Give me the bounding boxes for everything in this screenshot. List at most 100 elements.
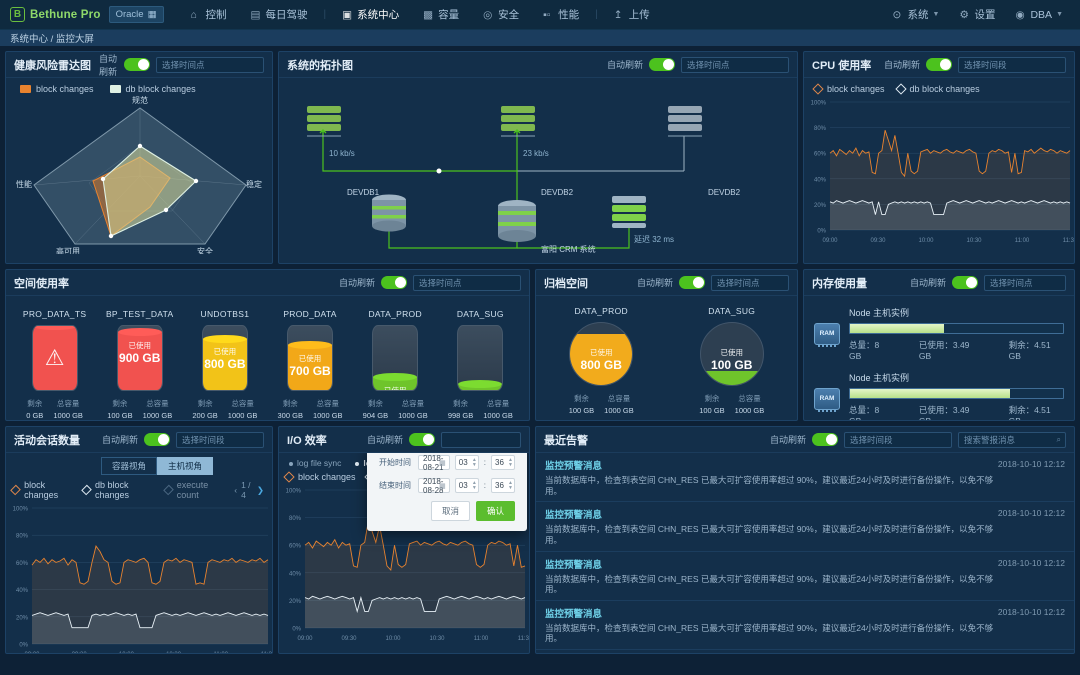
start-minute-stepper[interactable]: 36 ▲ ▼ (491, 455, 515, 470)
legend-label: db block changes (909, 84, 980, 94)
panel-title: 归档空间 (544, 277, 588, 290)
legend-item-log-file-sync[interactable]: log file sync (289, 458, 341, 468)
legend-item[interactable]: block changes (10, 480, 73, 500)
time-range-input[interactable]: 选择时间段 (958, 56, 1066, 73)
nav-item-performance[interactable]: ▪▫ 性能 (532, 1, 590, 28)
pager-next[interactable]: ❯ (256, 484, 265, 495)
space-unit[interactable]: PRO_DATA_TS ⚠ 剩余 0 GB 总容量 1000 GB (16, 309, 93, 420)
space-unit[interactable]: DATA_SUG 已使用2 GB 剩余 998 GB 总容量 1000 GB (442, 309, 519, 420)
svg-text:11:30: 11:30 (261, 652, 272, 653)
tab-host-view[interactable]: 主机视角 (157, 457, 214, 475)
alarm-item[interactable]: 监控预警消息当前数据库中，检查到表空间 CHN_RES 已最大可扩容使用率超过 … (536, 601, 1074, 650)
alarm-search-input[interactable]: 搜索警报消息 ⌕ (958, 431, 1066, 448)
time-point-input[interactable]: 选择时间点 (984, 274, 1066, 291)
svg-text:80%: 80% (814, 126, 827, 132)
confirm-button[interactable]: 确认 (475, 501, 515, 521)
io-chart: 0% 20% 40% 60% 80% 100% 09:00 09:30 10:00 10:30 11… (279, 482, 529, 644)
auto-refresh-toggle[interactable] (679, 276, 705, 289)
end-time-label: 结束时间 (379, 481, 411, 490)
nav-item-help[interactable]: ⊙ 系统 ▼ (884, 2, 949, 27)
space-unit-name: PRO_DATA_TS (22, 309, 87, 319)
total-label: 总容量 (738, 394, 761, 403)
panel-title: I/O 效率 (287, 434, 327, 447)
grid-icon: ▦ (147, 9, 157, 20)
legend-item[interactable]: db block changes (109, 84, 196, 94)
time-point-input[interactable]: 选择时间点 (711, 274, 789, 291)
time-range-input[interactable] (441, 431, 521, 448)
legend-item[interactable]: execute count (162, 480, 225, 500)
svg-text:100%: 100% (286, 489, 302, 495)
legend-item[interactable]: block changes (283, 471, 356, 483)
legend-label: db block changes (95, 480, 130, 500)
start-hour-stepper[interactable]: 03 ▲ ▼ (454, 455, 479, 470)
nav-item-capacity[interactable]: ▩ 容量 (412, 1, 470, 28)
svg-text:11:30: 11:30 (518, 636, 529, 642)
nav-item-upload[interactable]: ↥ 上传 (603, 1, 661, 28)
panel-body: 容器视角 主机视角 block changes db block changes… (6, 453, 272, 653)
archive-unit[interactable]: DATA_SUG 已使用 100 GB 剩余 100 GB 总容量 1000 GB (699, 306, 764, 420)
end-date-input[interactable]: 2018-08-28 ▦ (418, 477, 450, 495)
legend-item[interactable]: block changes (20, 84, 94, 94)
space-unit[interactable]: DATA_PROD 已使用96 GB 剩余 904 GB 总容量 1000 GB (357, 309, 434, 420)
tab-container-view[interactable]: 容器视角 (101, 457, 158, 475)
nav-item-system-center[interactable]: ▣ 系统中心 (331, 1, 410, 28)
time-range-input[interactable]: 选择时间段 (844, 431, 952, 448)
alarm-item[interactable]: 监控预警消息当前数据库中，检查到表空间 CHN_RES 已最大可扩容使用率超过 … (536, 453, 1074, 503)
chart-icon: ▪▫ (543, 9, 551, 21)
top-right-nav: ⊙ 系统 ▼ ⚙ 设置 ◉ DBA ▼ (884, 2, 1072, 27)
space-unit[interactable]: UNDOTBS1 已使用 800 GB 剩余 200 GB 总容量 1000 GB (187, 309, 264, 420)
auto-refresh-toggle[interactable] (952, 276, 978, 289)
memory-used: 已使用：3.49 GB (918, 340, 970, 361)
nav-divider: | (323, 9, 327, 20)
tank-readout: 已使用 900 GB (119, 341, 161, 366)
nav-item-security[interactable]: ◎ 安全 (472, 1, 530, 28)
time-point-input[interactable]: 选择时间点 (156, 56, 264, 73)
auto-refresh-toggle[interactable] (812, 433, 838, 446)
database-selector[interactable]: Oracle ▦ (108, 6, 164, 23)
legend-marker (894, 83, 907, 95)
pager-prev[interactable]: ‹ (234, 485, 238, 495)
legend-item[interactable]: block changes (812, 83, 885, 95)
legend-item[interactable]: db block changes (894, 83, 980, 95)
nav-item-settings[interactable]: ⚙ 设置 (950, 2, 1004, 27)
nav-item-user[interactable]: ◉ DBA ▼ (1006, 4, 1072, 26)
time-point-input[interactable]: 选择时间点 (413, 274, 521, 291)
auto-refresh-toggle[interactable] (144, 433, 170, 446)
auto-refresh-toggle[interactable] (926, 58, 952, 71)
search-icon: ⌕ (1056, 434, 1061, 444)
total-label: 总容量 (401, 399, 425, 408)
remain-label: 剩余 (112, 399, 128, 408)
alarm-item[interactable]: 监控预警消息当前数据库中，检查到表空间 CHN_RES 已最大可扩容使用率超过 … (536, 552, 1074, 601)
start-date-input[interactable]: 2018-08-21 ▦ (418, 454, 450, 472)
time-range-input[interactable]: 选择时间段 (176, 431, 264, 448)
nav-item-daily-report[interactable]: ▤ 每日驾驶 (240, 1, 319, 28)
dashboard-grid: 健康风险雷达图 自动刷新 选择时间点 block changes db bloc… (0, 46, 1080, 659)
legend-item[interactable]: db block changes (81, 480, 155, 500)
auto-refresh-toggle[interactable] (649, 58, 675, 71)
space-unit[interactable]: PROD_DATA 已使用 700 GB 剩余 300 GB 总容量 1000 GB (272, 309, 349, 420)
auto-refresh-toggle[interactable] (381, 276, 407, 289)
time-point-input[interactable]: 选择时间点 (681, 56, 789, 73)
archive-unit[interactable]: DATA_PROD 已使用 800 GB 剩余 100 GB 总容量 1000 GB (569, 306, 634, 420)
cancel-button[interactable]: 取消 (430, 501, 470, 521)
svg-text:60%: 60% (16, 561, 29, 567)
panel-memory-usage: 内存使用量 自动刷新 选择时间点 RAM Node 主机实例 总量：8 GB 已使用：… (803, 269, 1075, 421)
svg-text:性能: 性能 (16, 179, 32, 189)
datetime-range-picker[interactable]: 开始时间 2018-08-21 ▦ 03 ▲ ▼ : 36 ▲ ▼ (367, 453, 527, 531)
end-minute-stepper[interactable]: 36 ▲ ▼ (491, 478, 515, 493)
svg-text:40%: 40% (289, 571, 302, 577)
end-hour-stepper[interactable]: 03 ▲ ▼ (454, 478, 479, 493)
node-devdb2a (501, 106, 535, 137)
nav-item-control[interactable]: ⌂ 控制 (180, 1, 238, 28)
alarm-item[interactable]: 监控预警消息当前数据库中，检查到表空间 CHN_RES 已最大可扩容使用率超过 … (536, 502, 1074, 552)
svg-text:100%: 100% (13, 507, 29, 513)
nav-divider: | (595, 9, 598, 20)
auto-refresh-toggle[interactable] (409, 433, 435, 446)
panel-title: 健康风险雷达图 (14, 59, 91, 72)
tank-readout: 已使用 800 GB (204, 347, 246, 372)
space-unit[interactable]: BP_TEST_DATA 已使用 900 GB 剩余 100 GB 总容量 1000 GB (101, 309, 178, 420)
brand[interactable]: B Bethune Pro (0, 7, 101, 22)
svg-text:09:00: 09:00 (822, 238, 838, 244)
auto-refresh-toggle[interactable] (124, 58, 150, 71)
